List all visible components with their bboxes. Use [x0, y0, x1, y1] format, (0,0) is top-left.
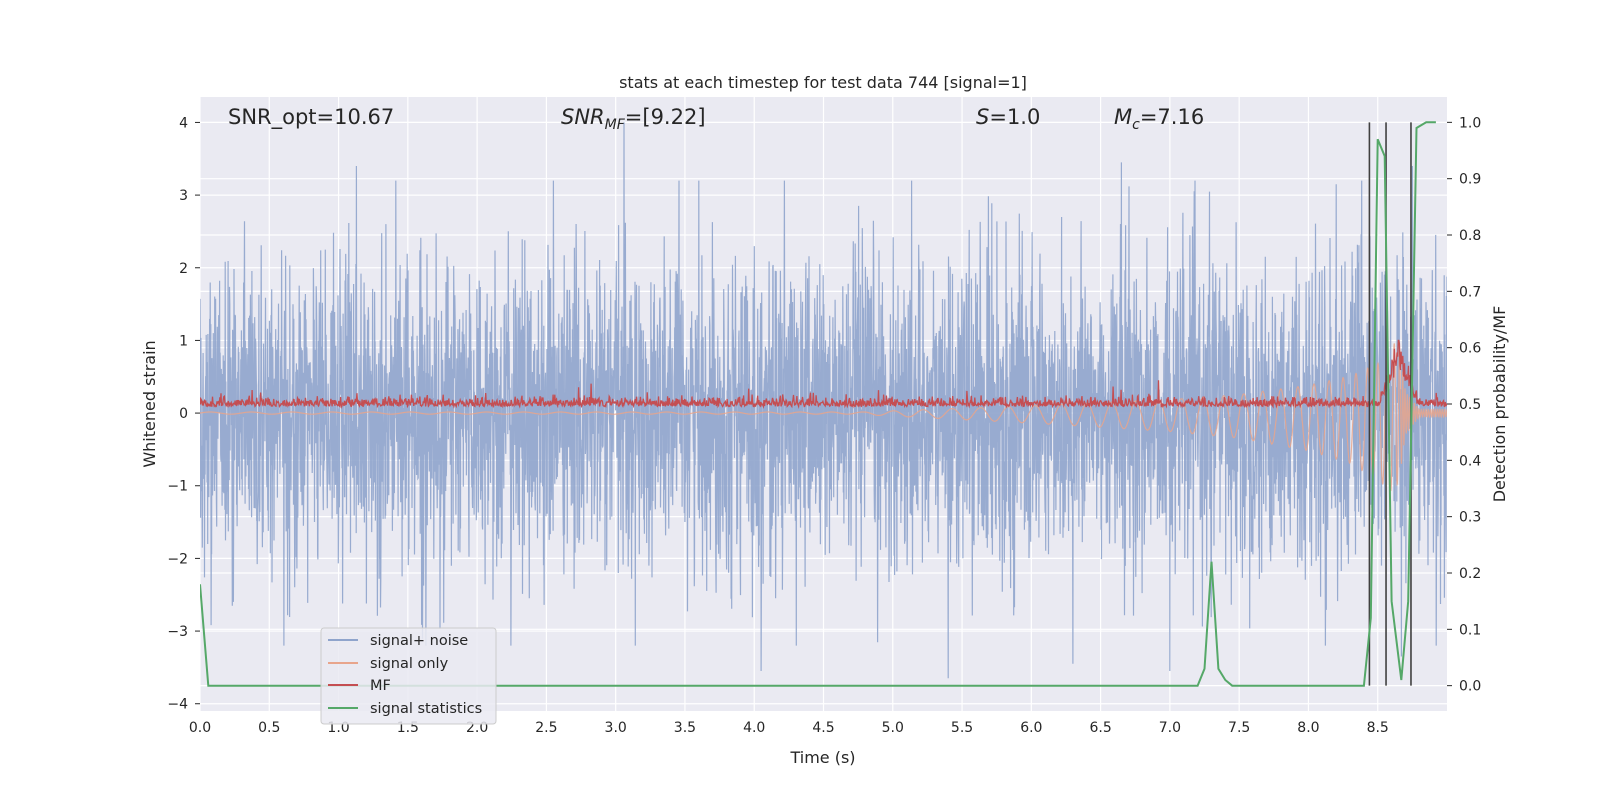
y-tick-label: −2 [167, 551, 188, 567]
x-tick-label: 7.0 [1159, 720, 1181, 736]
y2-tick-label: 0.4 [1459, 453, 1481, 469]
plot-content [200, 121, 1447, 687]
y2-tick-label: 0.8 [1459, 228, 1481, 244]
y2-tick-label: 0.1 [1459, 622, 1481, 638]
x-tick-label: 4.0 [743, 720, 765, 736]
legend-box [320, 627, 497, 725]
x-tick-label: 8.0 [1297, 720, 1319, 736]
y-axis-label: Whitened strain [140, 340, 159, 467]
y2-tick-label: 0.5 [1459, 397, 1481, 413]
annotation-mc: Mc=7.16 [1114, 105, 1204, 133]
y2-tick-label: 0.0 [1459, 679, 1481, 695]
x-axis-label: Time (s) [789, 748, 855, 767]
snr-mf-base: SNR [561, 105, 605, 129]
y2-tick-label: 0.3 [1459, 510, 1481, 526]
y2-tick-label: 0.9 [1459, 172, 1481, 188]
snr-mf-rest: =[9.22] [625, 105, 706, 129]
y-tick-label: 3 [179, 188, 188, 204]
y2-ticks: 1.0 0.9 0.8 0.7 0.6 0.5 0.4 0.3 0.2 0.1 0.0 [1447, 115, 1481, 695]
series-signal-only [200, 343, 1447, 492]
annotation-snr-mf: SNRMF=[9.22] [561, 105, 706, 133]
y-tick-label: 0 [179, 406, 188, 422]
y-tick-label: −4 [167, 697, 188, 713]
x-tick-label: 6.0 [1020, 720, 1042, 736]
snr-mf-sub: MF [605, 117, 626, 133]
y-tick-label: −3 [167, 624, 188, 640]
legend-label-mf: MF [370, 678, 391, 694]
x-tick-label: 6.5 [1089, 720, 1111, 736]
s-rest: =1.0 [989, 105, 1040, 129]
x-tick-label: 3.0 [605, 720, 627, 736]
legend-label-signal-statistics: signal statistics [370, 701, 482, 717]
x-tick-label: 0.0 [189, 720, 211, 736]
x-ticks: 0.0 0.5 1.0 1.5 2.0 2.5 3.0 3.5 4.0 4.5 5.0 5.5 6.0 6… [189, 720, 1389, 736]
y-tick-label: 2 [179, 261, 188, 277]
x-tick-label: 5.5 [951, 720, 973, 736]
x-tick-label: 5.0 [882, 720, 904, 736]
y2-tick-label: 0.2 [1459, 566, 1481, 582]
mc-sub: c [1132, 117, 1140, 133]
y-ticks: 4 3 2 1 0 −1 −2 −3 −4 [167, 115, 200, 713]
s-italic: S [976, 105, 989, 129]
x-tick-label: 2.5 [535, 720, 557, 736]
series-signal-noise [200, 122, 1447, 679]
series-signal-statistics [200, 121, 1436, 687]
annotation-snr-opt: SNR_opt=10.67 [228, 105, 394, 130]
chart-title: stats at each timestep for test data 744… [619, 73, 1027, 92]
x-tick-label: 3.5 [674, 720, 696, 736]
y2-tick-label: 1.0 [1459, 115, 1481, 131]
legend-label-signal-only: signal only [370, 656, 449, 672]
y-tick-label: 4 [179, 115, 188, 131]
x-tick-label: 4.5 [812, 720, 834, 736]
y2-tick-label: 0.7 [1459, 284, 1481, 300]
annotation-s: S=1.0 [976, 105, 1040, 129]
mc-base: M [1114, 105, 1132, 129]
y2-axis-label: Detection probability/MF [1490, 306, 1509, 503]
y-tick-label: −1 [167, 479, 188, 495]
legend-label-signal-noise: signal+ noise [370, 633, 468, 649]
x-tick-label: 7.5 [1228, 720, 1250, 736]
y2-tick-label: 0.6 [1459, 341, 1481, 357]
y-tick-label: 1 [179, 333, 188, 349]
series-mf [200, 339, 1447, 410]
legend: signal+ noise signal only MF signal stat… [320, 627, 497, 725]
x-tick-label: 0.5 [258, 720, 280, 736]
x-tick-label: 8.5 [1367, 720, 1389, 736]
mc-rest: =7.16 [1140, 105, 1204, 129]
